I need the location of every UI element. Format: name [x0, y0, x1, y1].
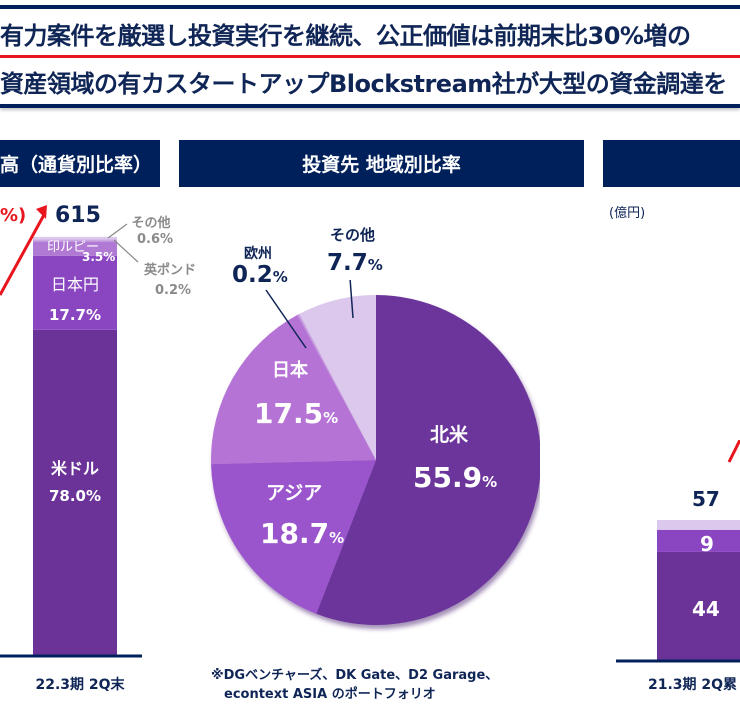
jpy-value: 17.7% — [48, 306, 102, 324]
bar-segment-inr — [33, 241, 117, 256]
north-america-pct: % — [482, 473, 498, 491]
other-currency-label: その他 — [131, 216, 171, 231]
inr-value: 3.5% — [82, 250, 116, 264]
right-mid-value: 9 — [700, 532, 714, 556]
right-x-label: 21.3期 2Q累 — [648, 677, 738, 693]
bottom-border — [0, 104, 740, 108]
usd-label: 米ドル — [50, 459, 99, 478]
growth-arrow-right — [727, 440, 740, 463]
pie-slice-europe — [297, 313, 376, 460]
section-title-right — [603, 140, 740, 187]
red-divider — [0, 55, 740, 58]
leader-gbp — [113, 239, 139, 263]
asia-pct: % — [329, 529, 345, 547]
pie-slice-north-america — [316, 295, 540, 625]
europe-pct: % — [272, 268, 288, 286]
other-region-num: 7.7 — [327, 250, 368, 276]
leader-other-region — [349, 280, 354, 319]
region-pie-chart — [211, 280, 540, 625]
asia-num: 18.7 — [260, 517, 330, 550]
growth-arrow — [0, 212, 47, 296]
section-title-currency-text: 高（通貨別比率） — [0, 154, 152, 176]
right-bar-segment-top — [657, 520, 740, 530]
top-border — [0, 5, 740, 9]
other-region-label: その他 — [330, 226, 376, 244]
section-title-region-text: 投資先 地域別比率 — [302, 154, 461, 176]
north-america-value: 55.9% — [413, 461, 497, 494]
other-currency-value: 0.6% — [136, 232, 174, 247]
gbp-value: 0.2% — [154, 283, 192, 298]
leader-europe — [265, 289, 307, 349]
pie-slice-asia — [211, 460, 376, 614]
jpy-label: 日本円 — [50, 275, 99, 294]
bar-segment-jpy — [33, 255, 117, 330]
north-america-label: 北米 — [430, 424, 469, 446]
asia-value: 18.7% — [260, 517, 344, 550]
japan-label: 日本 — [272, 360, 308, 381]
pie-slice-other — [299, 295, 376, 460]
right-bar-segment-middle — [657, 529, 740, 552]
europe-value: 0.2% — [232, 262, 288, 288]
section-title-region: 投資先 地域別比率 — [179, 140, 584, 187]
growth-label: %) — [0, 205, 27, 226]
usd-value: 78.0% — [48, 487, 102, 505]
europe-num: 0.2 — [232, 262, 273, 288]
other-region-pct: % — [367, 256, 383, 274]
right-bottom-value: 44 — [692, 597, 720, 621]
currency-total: 615 — [55, 203, 101, 228]
japan-pct: % — [323, 409, 339, 427]
asia-label: アジア — [266, 482, 323, 504]
leader-other — [107, 223, 128, 239]
gbp-label: 英ポンド — [143, 263, 196, 278]
headline-1: 有力案件を厳選し投資実行を継続、公正価値は前期末比30%増の — [0, 22, 691, 50]
right-total: 57 — [692, 487, 720, 511]
currency-bar-chart — [0, 205, 142, 658]
bar-segment-other — [33, 236, 117, 240]
north-america-num: 55.9 — [413, 461, 483, 494]
inr-label: 印ルピー — [46, 240, 99, 255]
growth-arrow-head — [36, 205, 47, 219]
right-bar-chart — [616, 440, 740, 663]
right-bar-segment-bottom — [657, 551, 740, 660]
other-region-value: 7.7% — [327, 250, 383, 276]
japan-value: 17.5% — [254, 397, 338, 430]
europe-label: 欧州 — [244, 246, 272, 262]
currency-x-label: 22.3期 2Q末 — [35, 677, 125, 693]
japan-num: 17.5 — [254, 397, 324, 430]
footnote-line-2: econtext ASIA のポートフォリオ — [224, 687, 436, 702]
bar-segment-usd — [33, 329, 117, 655]
bar-segment-gbp — [33, 239, 117, 242]
unit-label: (億円) — [609, 206, 646, 221]
footnote-line-1: ※DGベンチャーズ、DK Gate、D2 Garage、 — [211, 668, 499, 683]
pie-slice-japan — [211, 314, 376, 465]
headline-2: 資産領域の有カスタートアップBlockstream社が大型の資金調達を — [0, 70, 727, 98]
section-title-currency: 高（通貨別比率） — [0, 140, 160, 187]
